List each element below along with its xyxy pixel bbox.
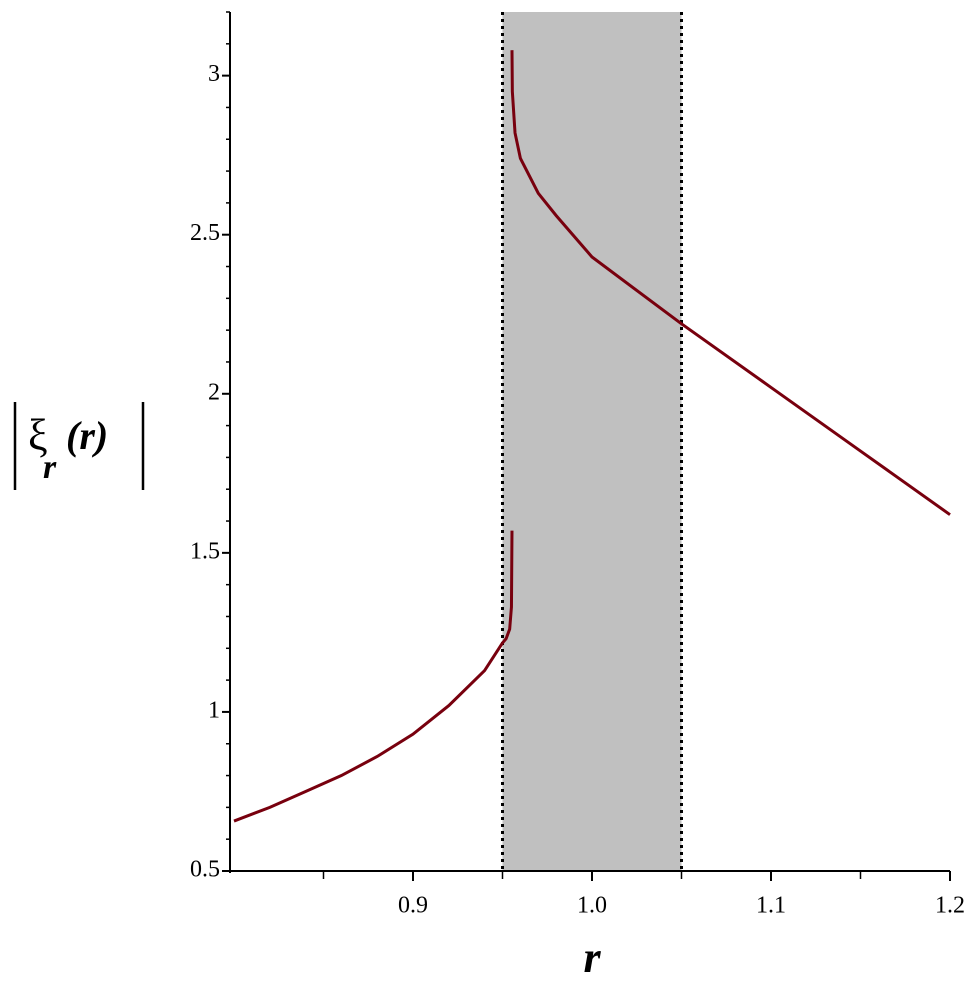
- x-tick-label: 1.1: [756, 893, 786, 919]
- y-tick-label: 0.5: [190, 857, 220, 883]
- x-axis-label: r: [583, 933, 601, 982]
- y-axis-label: ξ: [28, 411, 48, 460]
- y-tick-label: 2.5: [190, 220, 220, 246]
- curve: [233, 530, 514, 823]
- y-axis-label-arg: (r): [66, 413, 108, 458]
- y-tick-label: 3: [208, 61, 220, 87]
- y-tick-label: 1: [208, 697, 220, 723]
- x-tick-label: 0.9: [398, 893, 428, 919]
- curve: [510, 50, 951, 516]
- y-tick-label: 1.5: [190, 538, 220, 564]
- x-tick-label: 1.0: [577, 893, 607, 919]
- x-tick-label: 1.2: [935, 893, 965, 919]
- y-axis-label-sub: r: [43, 449, 57, 486]
- shaded-region: [502, 12, 682, 871]
- y-tick-label: 2: [208, 379, 220, 405]
